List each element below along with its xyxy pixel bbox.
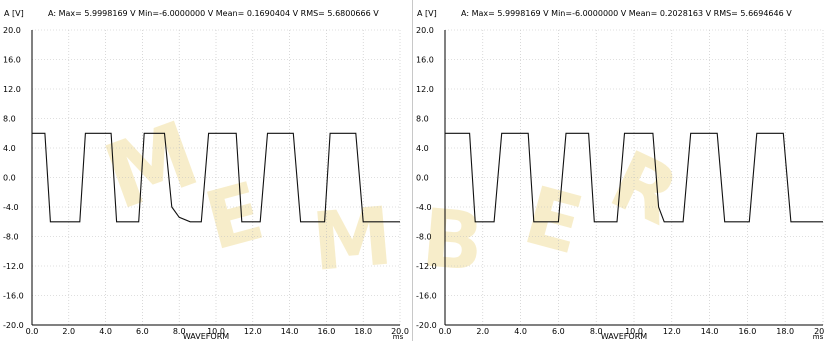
y-tick-label: -8.0 — [416, 233, 432, 242]
x-tick-label: 0.0 — [439, 327, 452, 336]
x-tick-label: 2.0 — [476, 327, 489, 336]
waveform-chart-left: A [V] A: Max= 5.9998169 V Min=-6.0000000 … — [3, 9, 409, 341]
y-tick-label: 20.0 — [416, 26, 434, 35]
waveform-panel-right: A [V] A: Max= 5.9998169 V Min=-6.0000000 … — [412, 0, 825, 341]
x-tick-label: 20.0 — [814, 327, 825, 336]
x-tick-label: 6.0 — [552, 327, 565, 336]
y-tick-label: 8.0 — [416, 115, 429, 124]
y-tick-label: -20.0 — [416, 321, 437, 330]
stats-text: A: Max= 5.9998169 V Min=-6.0000000 V Mea… — [461, 9, 792, 18]
x-tick-label: 12.0 — [663, 327, 681, 336]
y-tick-label: 16.0 — [416, 56, 434, 65]
x-tick-label: 6.0 — [136, 327, 149, 336]
x-tick-label: 4.0 — [99, 327, 112, 336]
x-tick-label: 10.0 — [625, 327, 643, 336]
y-tick-label: 0.0 — [416, 174, 429, 183]
x-tick-label: 0.0 — [26, 327, 39, 336]
y-tick-label: 12.0 — [416, 85, 434, 94]
channel-label: A [V] — [4, 9, 24, 18]
waveform-panel-left: A [V] A: Max= 5.9998169 V Min=-6.0000000 … — [0, 0, 412, 341]
y-tick-label: 12.0 — [3, 85, 21, 94]
y-tick-label: -4.0 — [416, 203, 432, 212]
waveform-trace — [445, 132, 823, 223]
x-tick-label: 16.0 — [738, 327, 756, 336]
y-tick-label: 0.0 — [3, 174, 16, 183]
x-tick-label: 14.0 — [701, 327, 719, 336]
y-tick-label: -4.0 — [3, 203, 19, 212]
waveform-chart-right: A [V] A: Max= 5.9998169 V Min=-6.0000000 … — [416, 9, 825, 341]
y-tick-label: 20.0 — [3, 26, 21, 35]
x-tick-label: 8.0 — [590, 327, 603, 336]
x-tick-label: 2.0 — [62, 327, 75, 336]
x-axis-unit: ms — [393, 333, 404, 341]
y-tick-label: -8.0 — [3, 233, 19, 242]
x-tick-label: 14.0 — [281, 327, 299, 336]
x-axis-title: WAVEFORM — [601, 332, 647, 341]
stats-text: A: Max= 5.9998169 V Min=-6.0000000 V Mea… — [48, 9, 379, 18]
x-axis-title: WAVEFORM — [183, 332, 229, 341]
y-tick-label: 4.0 — [416, 144, 429, 153]
x-axis-unit: ms — [813, 333, 824, 341]
y-tick-label: -20.0 — [3, 321, 24, 330]
y-tick-label: 16.0 — [3, 56, 21, 65]
x-tick-label: 20.0 — [391, 327, 409, 336]
x-tick-label: 8.0 — [173, 327, 186, 336]
x-tick-label: 4.0 — [514, 327, 527, 336]
x-tick-label: 16.0 — [317, 327, 335, 336]
y-tick-label: -16.0 — [416, 292, 437, 301]
x-tick-label: 18.0 — [776, 327, 794, 336]
x-tick-label: 12.0 — [244, 327, 262, 336]
y-tick-label: -16.0 — [3, 292, 24, 301]
x-tick-label: 18.0 — [354, 327, 372, 336]
y-tick-label: -12.0 — [416, 262, 437, 271]
y-tick-label: -12.0 — [3, 262, 24, 271]
x-tick-label: 10.0 — [207, 327, 225, 336]
y-tick-label: 4.0 — [3, 144, 16, 153]
channel-label: A [V] — [417, 9, 437, 18]
waveform-trace — [32, 132, 400, 223]
y-tick-label: 8.0 — [3, 115, 16, 124]
